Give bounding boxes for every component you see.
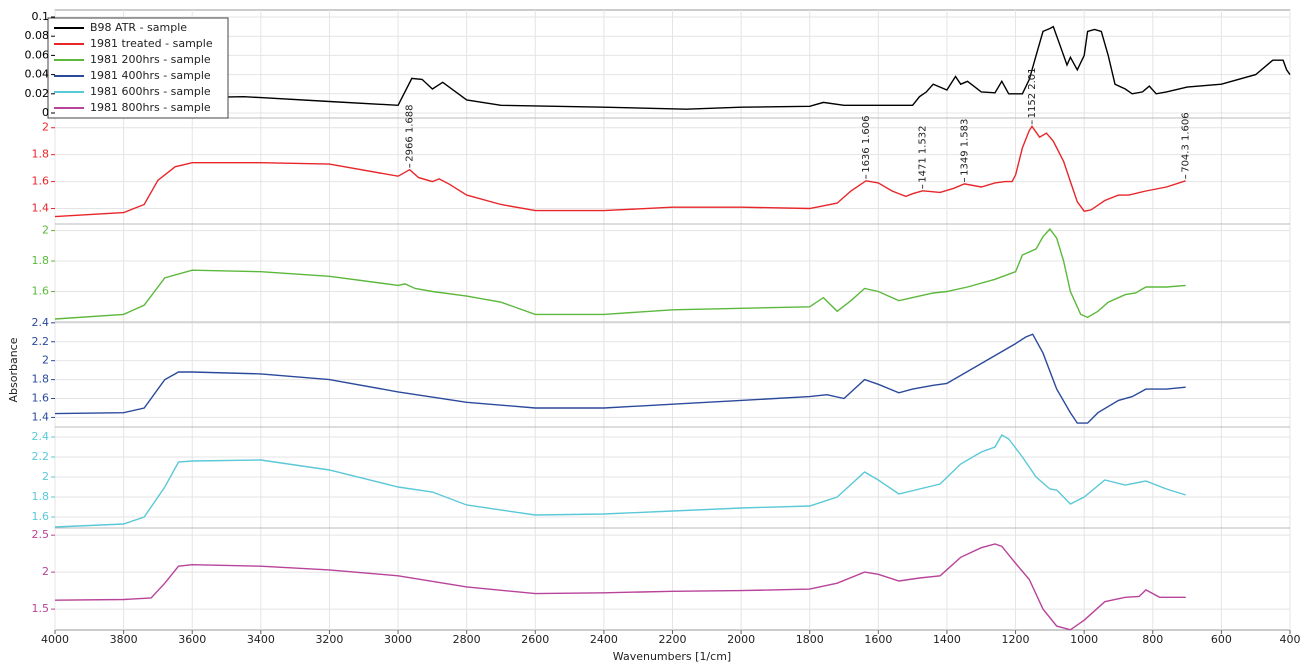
annotation-label: 704.3 1.606 — [1181, 112, 1192, 172]
spectrum-line — [54, 333, 1186, 424]
legend-label: 1981 800hrs - sample — [90, 101, 211, 114]
y-tick-label: 1.6 — [32, 285, 50, 298]
x-tick-label: 3400 — [247, 633, 275, 646]
x-tick-label: 3000 — [384, 633, 412, 646]
y-tick-label: 2.2 — [32, 335, 50, 348]
y-tick-label: 0.1 — [32, 10, 50, 23]
y-tick-label: 2 — [42, 224, 49, 237]
annotation-label: 1349 1.583 — [959, 119, 970, 176]
x-tick-label: 2600 — [521, 633, 549, 646]
annotation-label: 2966 1.688 — [405, 104, 416, 161]
annotation-label: 1636 1.606 — [861, 116, 872, 173]
x-tick-label: 2000 — [727, 633, 755, 646]
annotation-label: 1471 1.532 — [918, 125, 929, 182]
y-tick-label: 1.5 — [32, 602, 50, 615]
y-tick-label: 0.08 — [25, 29, 50, 42]
y-tick-label: 1.8 — [32, 373, 50, 386]
legend-label: B98 ATR - sample — [90, 21, 187, 34]
annotation-label: 1152 2.01 — [1027, 67, 1038, 118]
y-tick-label: 2.4 — [32, 316, 50, 329]
legend-label: 1981 400hrs - sample — [90, 69, 211, 82]
y-tick-label: 0.04 — [25, 68, 50, 81]
x-tick-label: 1800 — [796, 633, 824, 646]
y-tick-label: 1.6 — [32, 510, 50, 523]
y-tick-label: 0 — [42, 106, 49, 119]
x-tick-label: 3800 — [110, 633, 138, 646]
y-tick-label: 1.4 — [32, 202, 50, 215]
y-tick-label: 2.2 — [32, 450, 50, 463]
x-tick-label: 1200 — [1002, 633, 1030, 646]
y-tick-label: 2 — [42, 470, 49, 483]
x-tick-label: 1400 — [933, 633, 961, 646]
y-tick-label: 1.8 — [32, 148, 50, 161]
y-tick-label: 2 — [42, 354, 49, 367]
x-tick-label: 3600 — [178, 633, 206, 646]
spectrum-line — [54, 227, 1186, 320]
x-tick-label: 2200 — [659, 633, 687, 646]
x-tick-label: 1600 — [864, 633, 892, 646]
x-tick-label: 400 — [1280, 633, 1301, 646]
legend-label: 1981 treated - sample — [90, 37, 213, 50]
legend: B98 ATR - sample 1981 treated - sample 198… — [47, 17, 229, 119]
plot-area: 2966 1.688 1636 1.606 1471 1.532 1349 1.583… — [54, 25, 1291, 631]
y-tick-label: 1.6 — [32, 175, 50, 188]
x-tick-label: 3200 — [315, 633, 343, 646]
y-tick-label: 2 — [42, 121, 49, 134]
y-tick-label: 1.4 — [32, 410, 50, 423]
x-tick-label: 2400 — [590, 633, 618, 646]
legend-label: 1981 600hrs - sample — [90, 85, 211, 98]
x-tick-label: 4000 — [41, 633, 69, 646]
grid — [54, 10, 1291, 630]
legend-label: 1981 200hrs - sample — [90, 53, 211, 66]
x-tick-label: 2800 — [453, 633, 481, 646]
y-tick-label: 2.5 — [32, 528, 50, 541]
y-axis-label: Absorbance — [7, 337, 20, 402]
y-tick-label: 1.8 — [32, 490, 50, 503]
y-tick-label: 2 — [42, 565, 49, 578]
y-tick-label: 0.02 — [25, 87, 50, 100]
y-tick-label: 1.6 — [32, 392, 50, 405]
y-tick-label: 0.06 — [25, 48, 50, 61]
legend-box — [47, 17, 229, 119]
x-tick-label: 1000 — [1070, 633, 1098, 646]
x-tick-label: 600 — [1211, 633, 1232, 646]
spectrum-line — [54, 543, 1186, 631]
spectrum-line — [54, 434, 1186, 528]
x-axis-label: Wavenumbers [1/cm] — [613, 650, 731, 663]
spectrum-line — [54, 125, 1186, 218]
y-tick-label: 1.8 — [32, 254, 50, 267]
x-tick-label: 800 — [1142, 633, 1163, 646]
y-tick-label: 2.4 — [32, 430, 50, 443]
spectrum-line — [54, 25, 1291, 110]
